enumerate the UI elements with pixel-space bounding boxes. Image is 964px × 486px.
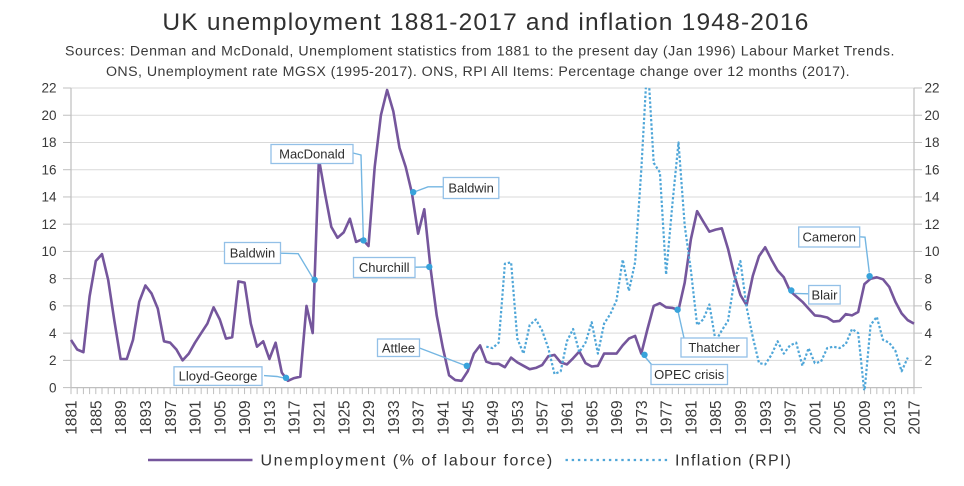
svg-text:6: 6 [49,299,57,314]
svg-text:10: 10 [925,244,940,259]
svg-text:1985: 1985 [708,400,725,434]
svg-text:UK unemployment 1881-2017 and: UK unemployment 1881-2017 and inflation … [162,9,809,36]
svg-text:1933: 1933 [386,400,403,434]
svg-text:OPEC crisis: OPEC crisis [654,367,725,382]
svg-text:16: 16 [41,162,56,177]
svg-text:Thatcher: Thatcher [688,340,740,355]
svg-text:Blair: Blair [811,287,838,302]
svg-text:1893: 1893 [138,400,155,434]
svg-text:Baldwin: Baldwin [448,181,494,196]
svg-text:0: 0 [49,380,57,395]
svg-text:Attlee: Attlee [382,340,415,355]
svg-text:2005: 2005 [832,400,849,434]
svg-text:1885: 1885 [88,400,105,434]
svg-text:1881: 1881 [64,400,81,434]
svg-text:1973: 1973 [634,400,651,434]
svg-text:2001: 2001 [807,400,824,434]
svg-text:1997: 1997 [783,400,800,434]
svg-text:8: 8 [925,271,933,286]
svg-text:2013: 2013 [882,400,899,434]
svg-text:20: 20 [41,108,56,123]
svg-text:1957: 1957 [535,400,552,434]
svg-text:1929: 1929 [361,400,378,434]
svg-text:14: 14 [41,190,57,205]
svg-text:1913: 1913 [262,400,279,434]
svg-text:22: 22 [925,81,940,96]
svg-text:1949: 1949 [485,400,502,434]
svg-text:1941: 1941 [436,400,453,434]
svg-text:Baldwin: Baldwin [230,246,276,261]
svg-text:1961: 1961 [560,400,577,434]
svg-text:1993: 1993 [758,400,775,434]
svg-text:16: 16 [925,162,940,177]
svg-text:4: 4 [925,326,933,341]
svg-text:Inflation (RPI): Inflation (RPI) [675,453,792,470]
svg-text:1897: 1897 [163,400,180,434]
svg-text:6: 6 [925,299,933,314]
svg-text:1981: 1981 [684,400,701,434]
svg-text:Churchill: Churchill [359,260,410,275]
svg-text:12: 12 [41,217,56,232]
svg-text:1905: 1905 [212,400,229,434]
svg-text:22: 22 [41,81,56,96]
svg-text:1909: 1909 [237,400,254,434]
svg-text:2017: 2017 [907,400,924,434]
svg-text:MacDonald: MacDonald [279,147,345,162]
svg-text:1921: 1921 [312,400,329,434]
svg-text:14: 14 [925,190,941,205]
svg-text:18: 18 [925,135,940,150]
svg-text:1937: 1937 [411,400,428,434]
svg-text:10: 10 [41,244,56,259]
svg-text:1969: 1969 [609,400,626,434]
svg-text:2009: 2009 [857,400,874,434]
svg-text:12: 12 [925,217,940,232]
svg-text:2: 2 [49,353,57,368]
svg-text:8: 8 [49,271,57,286]
svg-text:Lloyd-George: Lloyd-George [179,369,258,384]
svg-text:1925: 1925 [336,400,353,434]
svg-text:1901: 1901 [188,400,205,434]
svg-text:1965: 1965 [584,400,601,434]
svg-text:1945: 1945 [460,400,477,434]
svg-text:4: 4 [49,326,57,341]
svg-text:1917: 1917 [287,400,304,434]
svg-text:1989: 1989 [733,400,750,434]
svg-text:2: 2 [925,353,933,368]
svg-text:ONS, Unemployment rate MGSX (1: ONS, Unemployment rate MGSX (1995-2017).… [106,64,850,80]
svg-text:Sources: Denman and McDonald,: Sources: Denman and McDonald, Unemplomen… [65,44,895,60]
svg-text:18: 18 [41,135,56,150]
svg-text:1977: 1977 [659,400,676,434]
svg-text:1889: 1889 [113,400,130,434]
svg-text:1953: 1953 [510,400,527,434]
svg-text:20: 20 [925,108,940,123]
svg-text:Unemployment (% of labour forc: Unemployment (% of labour force) [261,453,554,470]
svg-text:Cameron: Cameron [802,230,855,245]
